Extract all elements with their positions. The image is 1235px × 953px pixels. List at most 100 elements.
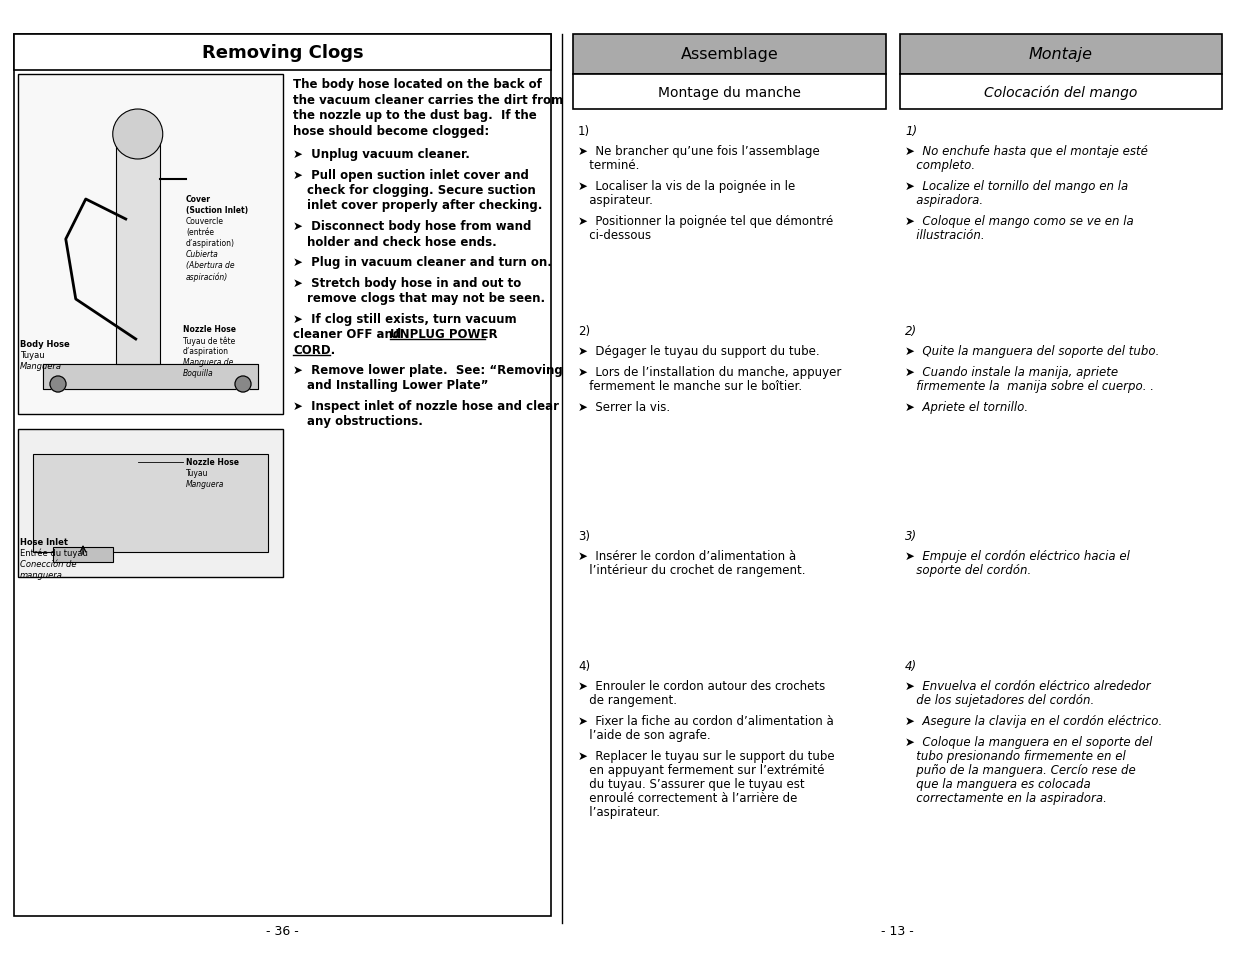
Text: terminé.: terminé.	[578, 159, 640, 172]
Text: 4): 4)	[578, 659, 590, 672]
Bar	[573, 75, 885, 110]
Text: CORD.: CORD.	[293, 343, 335, 356]
Text: ➤  Coloque la manguera en el soporte del: ➤ Coloque la manguera en el soporte del	[905, 735, 1152, 748]
Text: ➤  Asegure la clavija en el cordón eléctrico.: ➤ Asegure la clavija en el cordón eléctr…	[905, 714, 1162, 727]
Text: UNPLUG POWER: UNPLUG POWER	[390, 328, 498, 340]
Text: Tuyau: Tuyau	[20, 351, 44, 359]
Text: correctamente en la aspiradora.: correctamente en la aspiradora.	[905, 791, 1107, 804]
Bar	[19, 430, 283, 578]
Text: Manguera: Manguera	[20, 361, 62, 371]
Bar	[900, 35, 1221, 75]
Text: Manguera: Manguera	[186, 479, 225, 489]
Text: Colocación del mango: Colocación del mango	[984, 85, 1137, 100]
Text: Montage du manche: Montage du manche	[658, 86, 802, 99]
Text: ➤  Disconnect body hose from wand: ➤ Disconnect body hose from wand	[293, 220, 531, 233]
Text: (Suction Inlet): (Suction Inlet)	[186, 206, 248, 214]
Text: de los sujetadores del cordón.: de los sujetadores del cordón.	[905, 693, 1094, 706]
Text: ➤  Unplug vacuum cleaner.: ➤ Unplug vacuum cleaner.	[293, 148, 469, 161]
Bar	[53, 547, 112, 562]
Text: ➤  Fixer la fiche au cordon d’alimentation à: ➤ Fixer la fiche au cordon d’alimentatio…	[578, 714, 834, 727]
Text: tubo presionando firmemente en el: tubo presionando firmemente en el	[905, 749, 1126, 762]
Bar	[14, 35, 551, 71]
Text: ➤  Remove lower plate.  See: “Removing: ➤ Remove lower plate. See: “Removing	[293, 364, 563, 376]
Text: en appuyant fermement sur l’extrémité: en appuyant fermement sur l’extrémité	[578, 763, 825, 776]
Text: ➤  Dégager le tuyau du support du tube.: ➤ Dégager le tuyau du support du tube.	[578, 345, 820, 357]
Text: Tuyau: Tuyau	[186, 469, 209, 477]
Text: aspirateur.: aspirateur.	[578, 193, 653, 207]
Text: and Installing Lower Plate”: and Installing Lower Plate”	[308, 379, 489, 392]
Text: Body Hose: Body Hose	[20, 339, 69, 349]
Text: Manguera de: Manguera de	[183, 357, 233, 367]
Text: fermement le manche sur le boîtier.: fermement le manche sur le boîtier.	[578, 379, 802, 393]
Text: 2): 2)	[905, 325, 918, 337]
Text: firmemente la  manija sobre el cuerpo. .: firmemente la manija sobre el cuerpo. .	[905, 379, 1153, 393]
Text: The body hose located on the back of: The body hose located on the back of	[293, 78, 542, 91]
Bar	[573, 35, 885, 75]
Text: d’aspiration): d’aspiration)	[186, 239, 235, 248]
Text: Couvercle: Couvercle	[186, 216, 224, 226]
Bar	[19, 75, 283, 415]
Text: ➤  Positionner la poignée tel que démontré: ➤ Positionner la poignée tel que démontr…	[578, 214, 834, 228]
Text: puño de la manguera. Cercío rese de: puño de la manguera. Cercío rese de	[905, 763, 1136, 776]
Text: manguera: manguera	[20, 571, 63, 579]
Text: ➤  Localize el tornillo del mango en la: ➤ Localize el tornillo del mango en la	[905, 180, 1129, 193]
Text: Nozzle Hose: Nozzle Hose	[186, 457, 240, 467]
Text: - 36 -: - 36 -	[266, 924, 299, 938]
Text: check for clogging. Secure suction: check for clogging. Secure suction	[308, 184, 536, 196]
Ellipse shape	[112, 110, 163, 160]
Text: Entrée du tuyau: Entrée du tuyau	[20, 548, 88, 558]
Circle shape	[49, 376, 65, 393]
Text: 3): 3)	[905, 530, 918, 542]
Polygon shape	[43, 365, 258, 390]
Text: d’aspiration: d’aspiration	[183, 347, 228, 355]
Text: Montaje: Montaje	[1029, 48, 1093, 63]
Text: ➤  Ne brancher qu’une fois l’assemblage: ➤ Ne brancher qu’une fois l’assemblage	[578, 145, 820, 158]
Text: Boquilla: Boquilla	[183, 369, 214, 377]
Bar	[14, 35, 551, 916]
Text: ci-dessous: ci-dessous	[578, 229, 651, 242]
Text: ➤  Serrer la vis.: ➤ Serrer la vis.	[578, 400, 671, 414]
Text: 2): 2)	[578, 325, 590, 337]
Text: du tuyau. S’assurer que le tuyau est: du tuyau. S’assurer que le tuyau est	[578, 778, 805, 790]
Text: de rangement.: de rangement.	[578, 693, 677, 706]
Text: ➤  Quite la manguera del soporte del tubo.: ➤ Quite la manguera del soporte del tubo…	[905, 345, 1160, 357]
Text: aspiradora.: aspiradora.	[905, 193, 983, 207]
Text: cleaner OFF and: cleaner OFF and	[293, 328, 405, 340]
Text: Cubierta: Cubierta	[186, 250, 219, 258]
Bar	[900, 75, 1221, 110]
Text: ➤  No enchufe hasta que el montaje esté: ➤ No enchufe hasta que el montaje esté	[905, 145, 1147, 158]
Text: any obstructions.: any obstructions.	[308, 416, 422, 428]
Text: (Abertura de: (Abertura de	[186, 261, 235, 270]
Text: completo.: completo.	[905, 159, 976, 172]
Text: l’intérieur du crochet de rangement.: l’intérieur du crochet de rangement.	[578, 563, 805, 577]
Text: que la manguera es colocada: que la manguera es colocada	[905, 778, 1091, 790]
Text: ➤  Inspect inlet of nozzle hose and clear: ➤ Inspect inlet of nozzle hose and clear	[293, 399, 559, 413]
Text: ➤  Enrouler le cordon autour des crochets: ➤ Enrouler le cordon autour des crochets	[578, 679, 825, 692]
Text: holder and check hose ends.: holder and check hose ends.	[308, 235, 496, 248]
Text: 3): 3)	[578, 530, 590, 542]
Text: soporte del cordón.: soporte del cordón.	[905, 563, 1031, 577]
Text: Assemblage: Assemblage	[680, 48, 778, 63]
Text: 1): 1)	[578, 125, 590, 138]
Text: 4): 4)	[905, 659, 918, 672]
Text: ➤  Stretch body hose in and out to: ➤ Stretch body hose in and out to	[293, 276, 521, 289]
Text: ➤  Apriete el tornillo.: ➤ Apriete el tornillo.	[905, 400, 1028, 414]
Text: the nozzle up to the dust bag.  If the: the nozzle up to the dust bag. If the	[293, 109, 537, 122]
Text: ➤  Cuando instale la manija, apriete: ➤ Cuando instale la manija, apriete	[905, 366, 1118, 378]
Text: aspiración): aspiración)	[186, 272, 228, 281]
Text: ➤  Replacer le tuyau sur le support du tube: ➤ Replacer le tuyau sur le support du tu…	[578, 749, 835, 762]
Text: ➤  Insérer le cordon d’alimentation à: ➤ Insérer le cordon d’alimentation à	[578, 550, 797, 562]
Text: Nozzle Hose: Nozzle Hose	[183, 325, 236, 334]
Text: l’aide de son agrafe.: l’aide de son agrafe.	[578, 728, 710, 741]
Text: ➤  If clog still exists, turn vacuum: ➤ If clog still exists, turn vacuum	[293, 313, 516, 325]
Bar	[116, 140, 159, 365]
Text: ➤  Localiser la vis de la poignée in le: ➤ Localiser la vis de la poignée in le	[578, 180, 795, 193]
Text: Hose Inlet: Hose Inlet	[20, 537, 68, 546]
Text: ➤  Plug in vacuum cleaner and turn on.: ➤ Plug in vacuum cleaner and turn on.	[293, 255, 552, 269]
Text: ➤  Lors de l’installation du manche, appuyer: ➤ Lors de l’installation du manche, appu…	[578, 366, 841, 378]
Text: ➤  Pull open suction inlet cover and: ➤ Pull open suction inlet cover and	[293, 169, 529, 181]
Text: the vacuum cleaner carries the dirt from: the vacuum cleaner carries the dirt from	[293, 93, 563, 107]
Text: ➤  Empuje el cordón eléctrico hacia el: ➤ Empuje el cordón eléctrico hacia el	[905, 550, 1130, 562]
Text: 1): 1)	[905, 125, 918, 138]
Text: ➤  Envuelva el cordón eléctrico alrededor: ➤ Envuelva el cordón eléctrico alrededor	[905, 679, 1151, 692]
